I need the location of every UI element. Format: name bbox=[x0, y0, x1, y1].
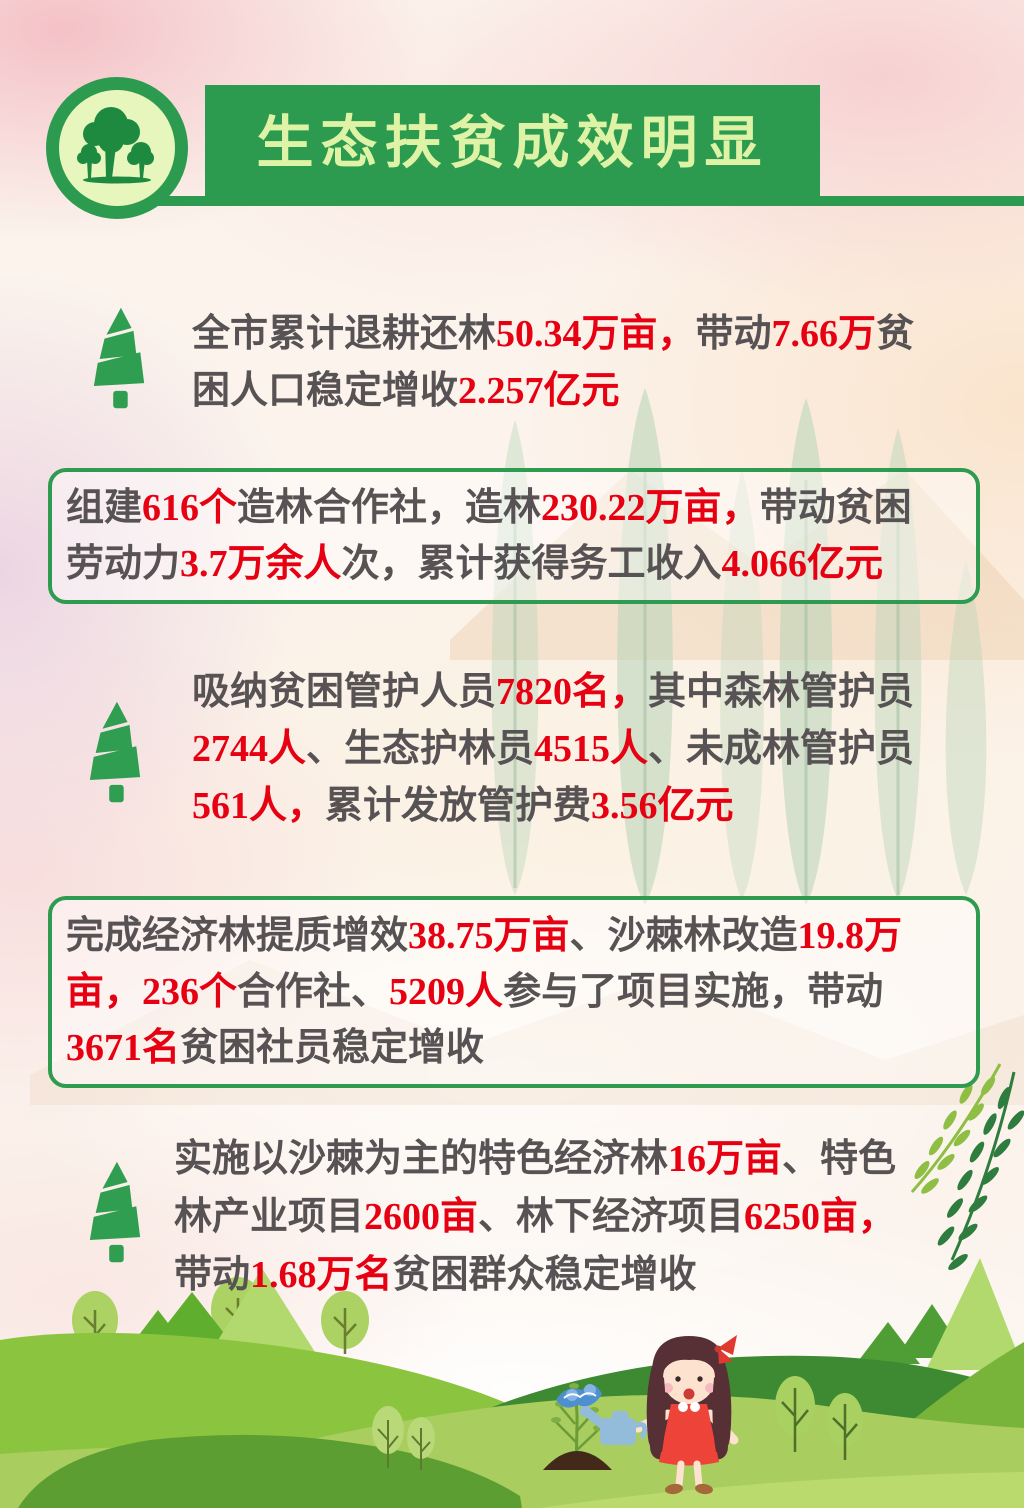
stat-number: 7820名， bbox=[496, 671, 649, 713]
stat-number: 2744人 bbox=[192, 728, 307, 770]
trees-in-circle-icon bbox=[46, 77, 188, 219]
stat-number: 3.56亿元 bbox=[591, 785, 734, 827]
stat-number: 616个 bbox=[142, 487, 238, 529]
stat-line: 劳动力3.7万余人次，累计获得务工收入4.066亿元 bbox=[66, 536, 962, 592]
pine-tree-icon bbox=[89, 1161, 141, 1263]
text-segment: 带动 bbox=[174, 1254, 251, 1296]
stat-number: 6250亩， bbox=[744, 1196, 897, 1238]
stat-number: 5209人 bbox=[389, 971, 504, 1013]
text-segment: 林产业项目 bbox=[174, 1196, 365, 1238]
stat-number: 3671名 bbox=[66, 1027, 181, 1069]
stat-line: 亩，236个合作社、5209人参与了项目实施，带动 bbox=[66, 964, 962, 1020]
text-segment: 带动贫困 bbox=[759, 487, 912, 529]
stat-line: 吸纳贫困管护人员7820名，其中森林管护员 bbox=[192, 664, 914, 721]
text-segment: 、沙棘林改造 bbox=[569, 915, 798, 957]
stat-block-3: 实施以沙棘为主的特色经济林16万亩、特色 林产业项目2600亩、林下经济项目62… bbox=[174, 1130, 896, 1304]
stat-block-2: 吸纳贫困管护人员7820名，其中森林管护员 2744人、生态护林员4515人、未… bbox=[192, 664, 914, 835]
text-segment: 参与了项目实施，带动 bbox=[503, 971, 884, 1013]
logo-trees-icon bbox=[77, 107, 154, 184]
stat-number: 236个 bbox=[142, 971, 238, 1013]
stat-line: 组建616个造林合作社，造林230.22万亩，带动贫困 bbox=[66, 480, 962, 536]
stat-block-1: 全市累计退耕还林50.34万亩，带动7.66万贫 困人口稳定增收2.257亿元 bbox=[192, 306, 914, 420]
text-segment: 吸纳贫困管护人员 bbox=[192, 671, 497, 713]
title-banner: 生态扶贫成效明显 bbox=[205, 85, 820, 202]
text-segment: 造林合作社，造林 bbox=[237, 487, 542, 529]
stat-line: 实施以沙棘为主的特色经济林16万亩、特色 bbox=[174, 1130, 896, 1188]
stat-number: 1.68万名 bbox=[250, 1254, 393, 1296]
stat-line: 带动1.68万名贫困群众稳定增收 bbox=[174, 1246, 896, 1304]
stat-line: 2744人、生态护林员4515人、未成林管护员 bbox=[192, 721, 914, 778]
stat-line: 林产业项目2600亩、林下经济项目6250亩， bbox=[174, 1188, 896, 1246]
stat-number: 亩， bbox=[66, 971, 143, 1013]
stat-line: 完成经济林提质增效38.75万亩、沙棘林改造19.8万 bbox=[66, 908, 962, 964]
text-segment: 贫 bbox=[876, 313, 915, 355]
stat-number: 16万亩 bbox=[668, 1138, 783, 1180]
stat-box-2: 完成经济林提质增效38.75万亩、沙棘林改造19.8万 亩，236个合作社、52… bbox=[48, 896, 980, 1088]
text-segment: 其中森林管护员 bbox=[648, 671, 915, 713]
stat-number: 38.75万亩 bbox=[408, 915, 570, 957]
stat-line: 561人，累计发放管护费3.56亿元 bbox=[192, 778, 914, 835]
text-segment: 合作社、 bbox=[237, 971, 390, 1013]
page-title: 生态扶贫成效明显 bbox=[256, 110, 769, 176]
stat-number: 2600亩 bbox=[364, 1196, 479, 1238]
stat-number: 2.257亿元 bbox=[458, 370, 620, 412]
stat-number: 50.34万亩， bbox=[496, 313, 696, 355]
stat-box-1: 组建616个造林合作社，造林230.22万亩，带动贫困 劳动力3.7万余人次，累… bbox=[48, 468, 980, 604]
stat-number: 4.066亿元 bbox=[721, 543, 884, 585]
text-segment: 全市累计退耕还林 bbox=[192, 313, 497, 355]
text-segment: 累计发放管护费 bbox=[325, 785, 592, 827]
stat-number: 4515人 bbox=[534, 728, 649, 770]
text-segment: 、林下经济项目 bbox=[478, 1196, 745, 1238]
stat-line: 全市累计退耕还林50.34万亩，带动7.66万贫 bbox=[192, 306, 914, 363]
stat-number: 561人， bbox=[192, 785, 326, 827]
pine-tree-icon bbox=[89, 701, 141, 803]
stat-line: 困人口稳定增收2.257亿元 bbox=[192, 363, 914, 420]
stat-line: 3671名贫困社员稳定增收 bbox=[66, 1020, 962, 1076]
text-segment: 实施以沙棘为主的特色经济林 bbox=[174, 1138, 669, 1180]
stat-number: 230.22万亩， bbox=[541, 487, 760, 529]
text-segment: 、特色 bbox=[782, 1138, 897, 1180]
text-segment: 、生态护林员 bbox=[306, 728, 535, 770]
text-segment: 、未成林管护员 bbox=[648, 728, 915, 770]
stat-number: 7.66万 bbox=[771, 313, 877, 355]
stat-number: 19.8万 bbox=[797, 915, 903, 957]
text-segment: 组建 bbox=[66, 487, 143, 529]
text-segment: 劳动力 bbox=[66, 543, 181, 585]
text-segment: 贫困群众稳定增收 bbox=[392, 1254, 697, 1296]
pine-tree-icon bbox=[93, 307, 145, 409]
text-segment: 带动 bbox=[695, 313, 772, 355]
text-segment: 贫困社员稳定增收 bbox=[180, 1027, 485, 1069]
text-segment: 完成经济林提质增效 bbox=[66, 915, 409, 957]
text-segment: 次，累计获得务工收入 bbox=[341, 543, 722, 585]
stat-number: 3.7万余人 bbox=[180, 543, 342, 585]
text-segment: 困人口稳定增收 bbox=[192, 370, 459, 412]
